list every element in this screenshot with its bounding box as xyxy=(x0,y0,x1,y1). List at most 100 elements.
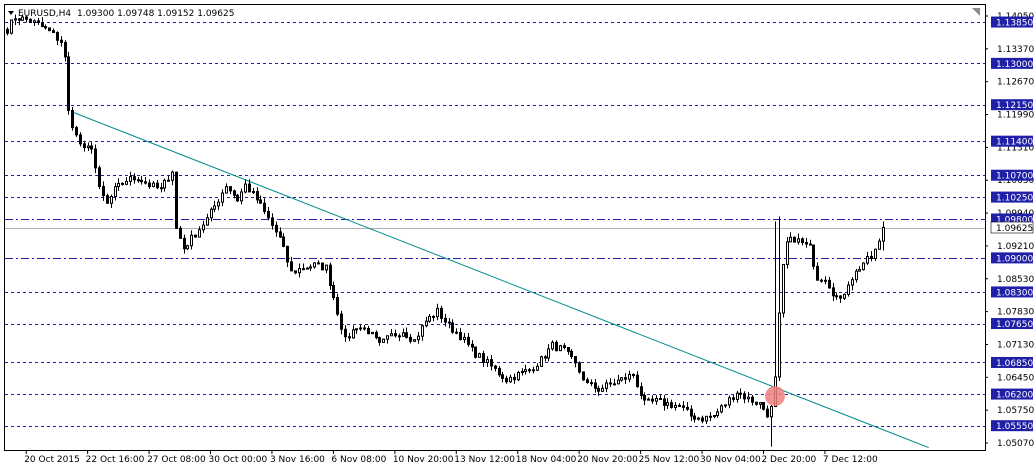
candle-body xyxy=(363,327,366,330)
level-label: 1.13850 xyxy=(996,19,1033,29)
candle-body xyxy=(547,348,550,359)
candle-body xyxy=(179,227,182,239)
y-tick-label: 1.07830 xyxy=(997,308,1034,318)
time-axis[interactable]: 20 Oct 2015 22 Oct 16:00 27 Oct 08:00 30 Oc… xyxy=(24,450,878,465)
candle xyxy=(713,414,716,419)
candle xyxy=(751,395,754,406)
candle-body xyxy=(720,405,723,413)
candle-body xyxy=(782,263,785,314)
candle-body xyxy=(617,379,620,385)
candle-body xyxy=(317,262,320,265)
candle xyxy=(432,315,435,322)
candle-body xyxy=(448,321,451,324)
candle-body xyxy=(75,127,78,136)
candle-body xyxy=(544,356,547,359)
level-label-bg xyxy=(991,213,1033,225)
candle xyxy=(56,31,59,46)
candle-body xyxy=(628,373,631,380)
candle xyxy=(678,403,681,407)
candle xyxy=(693,413,696,423)
level-label-bg xyxy=(991,191,1033,203)
candle-body xyxy=(793,236,796,243)
candle xyxy=(371,331,374,335)
candle xyxy=(144,176,147,185)
candle xyxy=(106,193,109,204)
candle-body xyxy=(478,353,481,358)
chart-corner-icon[interactable] xyxy=(972,8,980,16)
current-price-label: 1.09625 xyxy=(996,224,1033,234)
candle xyxy=(210,207,213,222)
candle xyxy=(451,319,454,334)
candle xyxy=(759,402,762,409)
candle-body xyxy=(701,417,704,422)
candle xyxy=(551,340,554,351)
candle xyxy=(521,368,524,376)
candle-body xyxy=(828,279,831,289)
candle xyxy=(444,313,447,327)
candle-body xyxy=(248,183,251,193)
candle-body xyxy=(186,245,189,250)
candle-body xyxy=(601,387,604,392)
candle xyxy=(770,405,773,447)
candle xyxy=(367,325,370,335)
candle xyxy=(183,234,186,254)
candle-body xyxy=(444,317,447,323)
candle xyxy=(248,179,251,193)
y-tick-label: 1.12670 xyxy=(997,78,1034,88)
trendline-layer xyxy=(72,111,929,449)
x-tick-label: 30 Nov 04:00 xyxy=(700,455,761,465)
candle xyxy=(762,401,765,411)
candle-body xyxy=(275,224,278,233)
candle xyxy=(655,395,658,405)
candle xyxy=(786,237,789,269)
candle-body xyxy=(716,411,719,416)
candle-body xyxy=(835,295,838,298)
candle xyxy=(67,51,70,115)
candle xyxy=(33,19,36,26)
candle xyxy=(336,293,339,317)
candle-body xyxy=(605,382,608,389)
candle-body xyxy=(532,369,535,372)
level-lines xyxy=(5,22,985,427)
candle-body xyxy=(352,329,355,339)
candle xyxy=(617,374,620,385)
y-tick-label: 1.10630 xyxy=(997,176,1034,186)
candle xyxy=(540,355,543,367)
candle-body xyxy=(198,229,201,238)
candle-body xyxy=(302,268,305,271)
candle-body xyxy=(44,26,47,29)
level-label-bg xyxy=(991,388,1033,400)
price-axis[interactable]: 1.140501.133701.126701.119901.113101.106… xyxy=(985,12,1034,449)
candle xyxy=(213,200,216,213)
candle xyxy=(359,324,362,332)
candle-body xyxy=(540,356,543,367)
candle-body xyxy=(367,328,370,335)
candle xyxy=(628,370,631,383)
y-tick-label: 1.08530 xyxy=(997,275,1034,285)
candle-body xyxy=(674,404,677,408)
x-tick-label: 25 Nov 12:00 xyxy=(639,455,700,465)
candle xyxy=(14,14,17,26)
candle-body xyxy=(467,336,470,345)
x-tick-label: 20 Oct 2015 xyxy=(24,455,80,465)
candle-body xyxy=(309,266,312,269)
candle xyxy=(824,276,827,285)
candle-body xyxy=(640,386,643,397)
candle-body xyxy=(321,262,324,271)
candle-body xyxy=(440,307,443,319)
candle-body xyxy=(728,397,731,406)
candle xyxy=(221,189,224,207)
candle-body xyxy=(498,367,501,376)
triangle-down-icon[interactable] xyxy=(8,11,14,15)
candle-body xyxy=(709,415,712,418)
candle xyxy=(835,292,838,300)
candle-body xyxy=(594,382,597,389)
level-label-bg xyxy=(991,286,1033,298)
candle xyxy=(378,336,381,346)
candle xyxy=(37,17,40,26)
candle xyxy=(613,378,616,386)
candle xyxy=(478,352,481,358)
candle-body xyxy=(336,297,339,315)
candle-body xyxy=(156,182,159,189)
